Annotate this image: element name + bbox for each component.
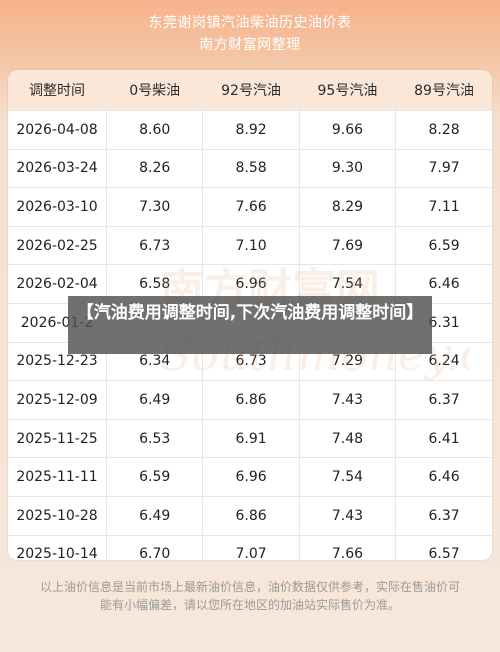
cell-gasoline-89: 7.97	[395, 149, 492, 189]
cell-gasoline-89: 6.41	[395, 419, 492, 459]
cell-date: 2026-04-08	[8, 110, 107, 150]
page-subtitle: 南方财富网整理	[199, 37, 301, 53]
cell-date: 2026-03-24	[8, 149, 107, 189]
cell-date: 2025-12-09	[8, 380, 107, 420]
cell-diesel-0: 6.70	[106, 535, 204, 560]
cell-diesel-0: 8.60	[106, 110, 204, 150]
table-row: 2025-12-09 6.49 6.86 7.43 6.37	[8, 380, 492, 420]
disclaimer-note: 以上油价信息是当前市场上最新油价信息，油价数据仅供参考，实际在售油价可能有小幅偏…	[40, 580, 461, 612]
column-header-diesel-0: 0号柴油	[106, 70, 204, 111]
cell-gasoline-89: 8.28	[395, 110, 492, 150]
table-row: 2026-04-08 8.60 8.92 9.66 8.28	[8, 110, 492, 150]
cell-gasoline-89: 6.37	[395, 496, 492, 536]
cell-gasoline-92: 7.66	[202, 187, 300, 227]
table-row: 2025-12-23 6.34 6.73 7.29 6.24	[8, 342, 492, 382]
cell-gasoline-92: 6.96	[202, 457, 300, 497]
price-table-card: 调整时间 0号柴油 92号汽油 95号汽油 89号汽油 2026-04-08 8…	[8, 70, 492, 560]
table-header-row: 调整时间 0号柴油 92号汽油 95号汽油 89号汽油	[8, 70, 492, 111]
table-row: 2025-10-28 6.49 6.86 7.43 6.37	[8, 496, 492, 536]
table-row: 2025-11-11 6.59 6.96 7.54 6.46	[8, 457, 492, 497]
table-row: 2026-03-10 7.30 7.66 8.29 7.11	[8, 187, 492, 227]
cell-gasoline-95: 8.29	[299, 187, 397, 227]
article-title-overlay: 【汽油费用调整时间,下次汽油费用调整时间】	[68, 296, 432, 354]
cell-diesel-0: 7.30	[106, 187, 204, 227]
page-title: 东莞谢岗镇汽油柴油历史油价表	[148, 15, 352, 31]
cell-diesel-0: 6.49	[106, 496, 204, 536]
cell-gasoline-95: 7.48	[299, 419, 397, 459]
cell-gasoline-89: 7.11	[395, 187, 492, 227]
cell-gasoline-92: 8.92	[202, 110, 300, 150]
cell-gasoline-92: 7.07	[202, 535, 300, 560]
cell-gasoline-92: 8.58	[202, 149, 300, 189]
page-header: 东莞谢岗镇汽油柴油历史油价表 南方财富网整理	[0, 0, 500, 64]
cell-gasoline-92: 6.86	[202, 496, 300, 536]
cell-gasoline-92: 7.10	[202, 226, 300, 266]
column-header-gasoline-89: 89号汽油	[395, 70, 492, 111]
cell-diesel-0: 6.49	[106, 380, 204, 420]
table-row: 2026-02-25 6.73 7.10 7.69 6.59	[8, 226, 492, 266]
table-row: 2026-03-24 8.26 8.58 9.30 7.97	[8, 149, 492, 189]
cell-date: 2025-11-11	[8, 457, 107, 497]
cell-diesel-0: 6.53	[106, 419, 204, 459]
column-header-gasoline-95: 95号汽油	[299, 70, 397, 111]
cell-date: 2025-12-23	[8, 342, 107, 382]
cell-date: 2025-10-28	[8, 496, 107, 536]
cell-diesel-0: 6.59	[106, 457, 204, 497]
cell-gasoline-92: 6.86	[202, 380, 300, 420]
cell-gasoline-89: 6.46	[395, 457, 492, 497]
price-table: 调整时间 0号柴油 92号汽油 95号汽油 89号汽油 2026-04-08 8…	[8, 70, 492, 560]
cell-gasoline-92: 6.91	[202, 419, 300, 459]
cell-date: 2025-10-14	[8, 535, 107, 560]
cell-diesel-0: 6.73	[106, 226, 204, 266]
cell-gasoline-95: 9.30	[299, 149, 397, 189]
column-header-date: 调整时间	[8, 70, 107, 111]
table-row: 2025-11-25 6.53 6.91 7.48 6.41	[8, 419, 492, 459]
cell-date: 2025-11-25	[8, 419, 107, 459]
cell-gasoline-95: 7.43	[299, 496, 397, 536]
column-header-gasoline-92: 92号汽油	[202, 70, 300, 111]
cell-gasoline-89: 6.37	[395, 380, 492, 420]
cell-date: 2026-03-10	[8, 187, 107, 227]
cell-gasoline-95: 7.69	[299, 226, 397, 266]
cell-gasoline-95: 7.43	[299, 380, 397, 420]
cell-gasoline-95: 9.66	[299, 110, 397, 150]
cell-gasoline-95: 7.54	[299, 457, 397, 497]
cell-diesel-0: 8.26	[106, 149, 204, 189]
cell-date: 2026-02-25	[8, 226, 107, 266]
table-row: 2025-10-14 6.70 7.07 7.66 6.57	[8, 535, 492, 560]
cell-gasoline-89: 6.59	[395, 226, 492, 266]
cell-gasoline-95: 7.66	[299, 535, 397, 560]
cell-gasoline-89: 6.57	[395, 535, 492, 560]
